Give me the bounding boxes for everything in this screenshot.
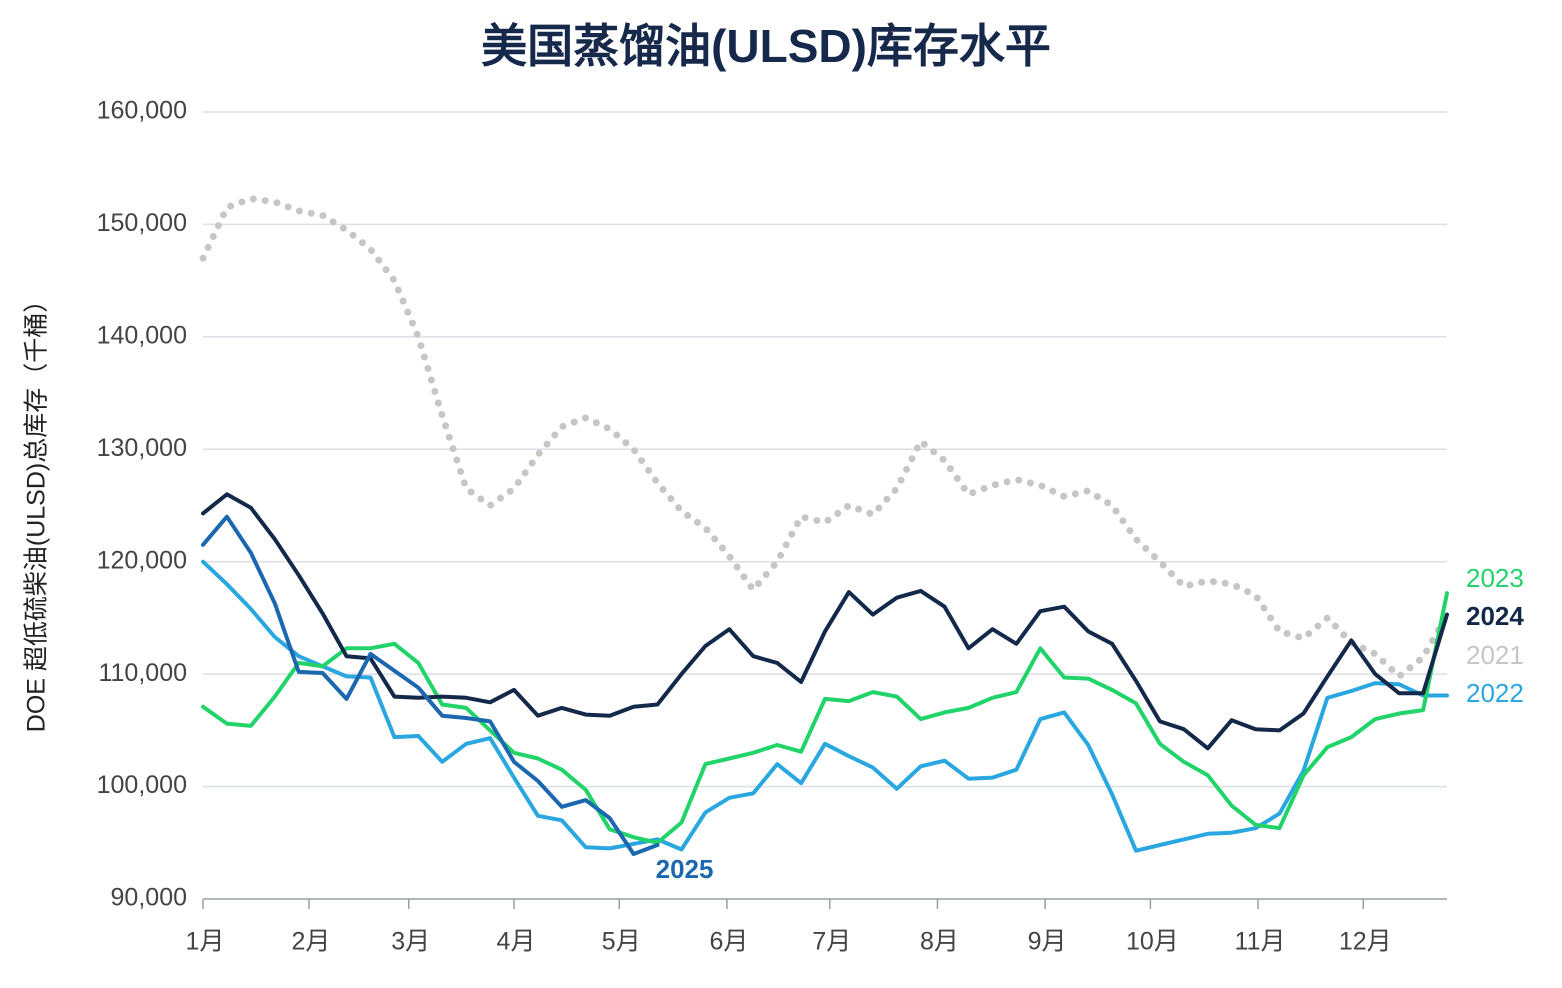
series-line [201,591,1449,845]
x-tick-label: 4月 [497,928,536,956]
x-tick-label: 7月 [812,928,851,956]
x-tick-label: 2月 [292,928,331,956]
x-tick-label: 10月 [1126,928,1179,956]
y-axis-title: DOE 超低硫柴油(ULSD)总库存（千桶） [23,288,51,732]
x-tick-label: 5月 [602,928,641,956]
x-tick-label: 6月 [709,928,748,956]
series-label: 2025 [656,854,714,884]
series-line [201,559,1449,853]
y-tick-label: 90,000 [111,884,187,912]
x-tick-label: 8月 [920,928,959,956]
y-tick-label: 120,000 [97,546,187,574]
x-tick-label: 11月 [1235,928,1286,956]
series-line [199,195,1451,680]
y-tick-label: 130,000 [97,434,187,462]
x-tick-label: 9月 [1028,928,1067,956]
series-label: 2022 [1466,678,1524,708]
y-tick-label: 150,000 [97,209,187,237]
series-label: 2023 [1466,563,1524,593]
series-line [201,492,1449,751]
series-label: 2024 [1466,601,1524,631]
x-tick-label: 12月 [1339,928,1392,956]
y-tick-label: 100,000 [97,771,187,799]
x-tick-label: 3月 [391,928,430,956]
series-label: 2021 [1466,640,1524,670]
chart-title: 美国蒸馏油(ULSD)库存水平 [481,20,1051,72]
y-tick-label: 110,000 [98,659,187,687]
series-line [201,514,660,856]
x-tick-label: 1月 [186,928,225,956]
y-tick-label: 160,000 [97,97,187,125]
y-tick-label: 140,000 [97,321,187,349]
